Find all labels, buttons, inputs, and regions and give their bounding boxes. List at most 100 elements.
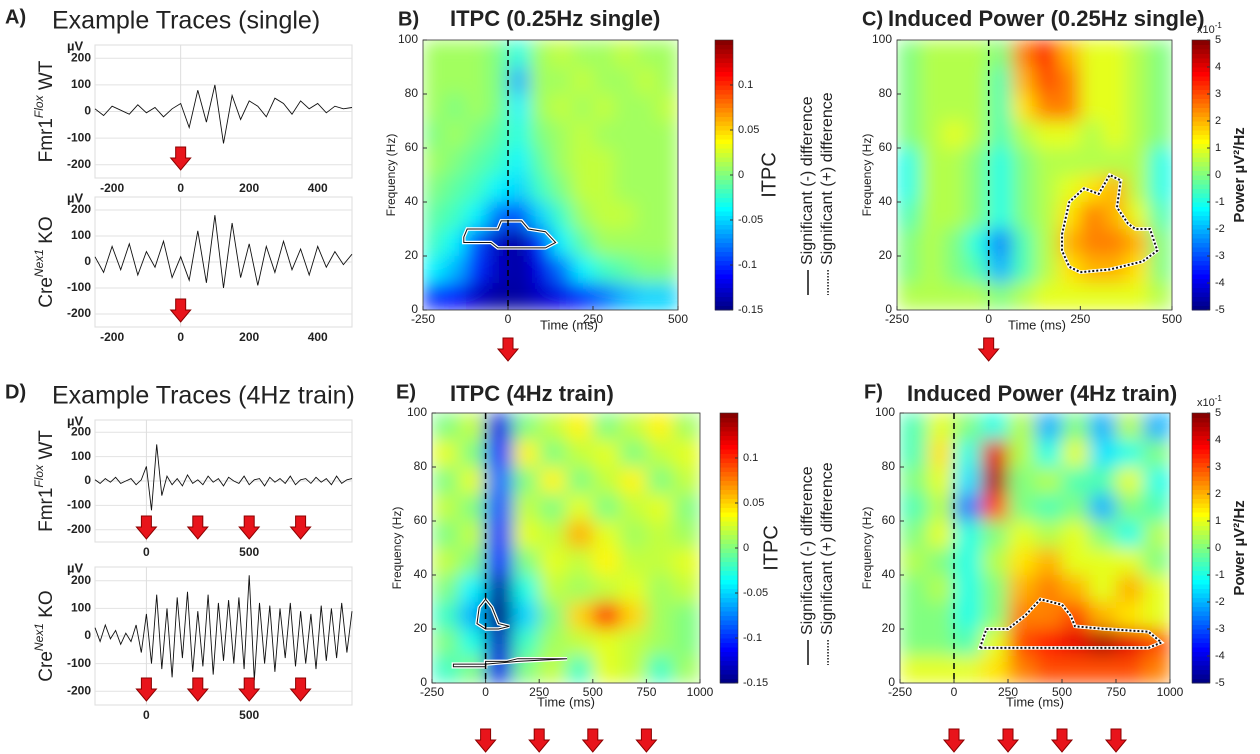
heatmap-cell [1126,94,1150,122]
heatmap-cell [635,94,658,122]
heatmap-cell [423,67,445,95]
heatmap-cell [593,202,615,230]
colorbar-swatch [1192,211,1210,216]
colorbar-swatch [715,116,733,122]
colorbar-swatch [720,611,738,616]
heatmap-cell [508,256,530,284]
heatmap-cell [673,440,700,468]
colorbar-swatch [720,674,738,679]
heatmap-cell [1126,175,1150,203]
y-axis-label: Frequency (Hz) [384,134,398,217]
colorbar-swatch [720,557,738,562]
colorbar-swatch [720,525,738,531]
colorbar-swatch [715,184,733,189]
heatmap-cell [539,629,567,657]
panel-title: Example Traces (4Hz train) [52,382,355,410]
heatmap-cells [432,413,700,683]
colorbar-swatch [1192,197,1210,203]
trace-line [94,84,353,144]
heatmap-cell [1011,202,1036,230]
heatmap-cell [1057,148,1081,176]
heatmap-cell [981,440,1009,468]
colorbar-swatch [1192,98,1210,104]
heatmap-cell [635,40,658,68]
colorbar-swatch [720,449,738,454]
heatmap-cell [458,413,487,441]
x-tick-label: 0 [985,312,992,326]
colorbar-swatch [720,462,738,468]
heatmap-cell [550,229,573,257]
heatmap-cell [965,202,990,230]
colorbar-swatch [715,188,733,194]
heatmap-cell [656,94,678,122]
heatmap-cell [673,575,700,603]
heatmap-cell [432,413,460,441]
y-tick-label: -100 [67,656,91,670]
heatmap-cell [485,467,513,495]
heatmap-cell [919,67,944,95]
colorbar-swatch [715,121,733,126]
heatmap-cell [1062,521,1090,549]
heatmap-cell [593,94,615,122]
colorbar-tick-label: 4 [1215,434,1221,446]
heatmap-cell [1089,440,1117,468]
heatmap-cell [1143,494,1170,522]
colorbar-tick-label: -5 [1215,677,1225,689]
heatmap-cell [1103,40,1127,68]
heatmap-cell [529,94,552,122]
heatmap-cell [432,575,460,603]
y-tick-label: 0 [84,254,91,268]
colorbar-swatch [1192,471,1210,477]
x-tick-label: 250 [998,685,1018,699]
heatmap-cell [486,94,509,122]
colorbar-swatch [715,103,733,108]
heatmap-cell [1116,575,1144,603]
colorbar-swatch [715,305,733,311]
colorbar-swatch [1192,247,1210,252]
colorbar-swatch [1192,265,1210,270]
colorbar-swatch [1192,629,1210,634]
y-tick-label: -100 [67,498,91,512]
heatmap-cells [423,40,678,310]
colorbar-swatch [1192,413,1210,418]
colorbar-tick-label: 5 [1215,34,1221,46]
heatmap-cell [508,94,530,122]
colorbar-swatch [1192,507,1210,513]
heatmap-cell [512,629,540,657]
heatmap-cell [423,40,445,68]
panel-letter: A) [5,6,26,28]
x-tick-label: 500 [239,545,259,559]
colorbar-swatch [1192,453,1210,459]
heatmap-cell [512,440,540,468]
colorbar-swatch [720,453,738,459]
heatmap-cell [646,521,674,549]
colorbar-swatch [715,94,733,99]
heatmap-cell [1035,602,1063,630]
heatmap-cell [656,256,678,284]
heatmap-cell [1116,548,1144,576]
heatmap-cell [550,283,573,310]
heatmap-cell [512,602,540,630]
colorbar-swatch [1192,620,1210,625]
heatmap-cell [458,629,487,657]
heatmap-cell [593,256,615,284]
heatmap-cell [1143,548,1170,576]
heatmap-cell [927,602,955,630]
x-tick-label: 0 [177,330,184,344]
colorbar-swatch [715,296,733,302]
colorbar-tick-label: 4 [1215,61,1221,73]
heatmap-cell [512,521,540,549]
heatmap-cell [965,94,990,122]
stimulus-arrow [289,677,312,702]
colorbar-swatch [720,480,738,486]
colorbar-swatch [715,62,733,68]
heatmap-cell [919,256,944,284]
colorbar-swatch [715,130,733,135]
colorbar-swatch [720,647,738,652]
colorbar-swatch [715,278,733,284]
heatmap-cell [619,548,647,576]
colorbar-swatch [1192,467,1210,472]
heatmap-cell [635,148,658,176]
heatmap-cell [619,521,647,549]
heatmap-cell [1057,283,1081,310]
